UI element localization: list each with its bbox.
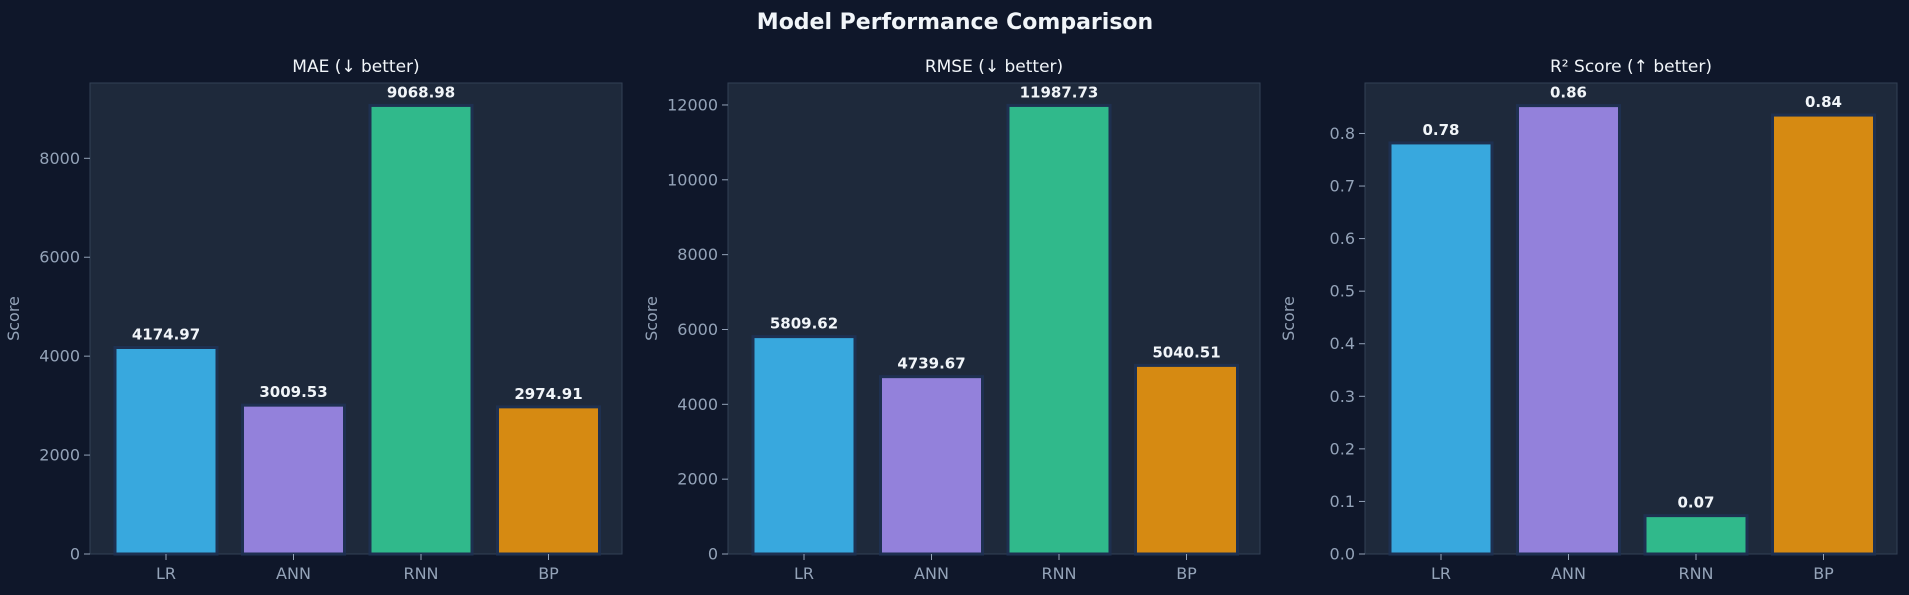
bar-ann	[241, 403, 346, 556]
bar-bp	[1771, 113, 1876, 556]
y-tick-label: 6000	[39, 248, 80, 267]
y-tick-label: 0.7	[1330, 177, 1355, 196]
x-tick-label-bp: BP	[1813, 564, 1834, 583]
chart-panel-2: RMSE (↓ better) Score 0 2000 4000 6000 8000 100…	[642, 57, 1261, 583]
value-label-ann: 3009.53	[259, 383, 327, 401]
bar-lr	[751, 335, 857, 556]
y-tick-label: 0.1	[1330, 492, 1355, 511]
x-tick-label-rnn: RNN	[1678, 564, 1713, 583]
bar-rnn	[1006, 103, 1112, 556]
y-tick-label: 0	[70, 545, 80, 564]
y-tick-label: 2000	[39, 446, 80, 465]
bar-rnn	[368, 103, 474, 556]
value-label-lr: 4174.97	[132, 325, 200, 343]
y-axis-label: Score	[1279, 296, 1298, 341]
y-tick-label: 0.5	[1330, 282, 1355, 301]
y-tick-label: 0.2	[1330, 439, 1355, 458]
bar-bp	[1134, 363, 1239, 556]
x-tick-label-ann: ANN	[914, 564, 949, 583]
bar-lr	[1388, 141, 1494, 556]
x-tick-label-bp: BP	[1176, 564, 1197, 583]
chart-panel-3: R² Score (↑ better) Score 0.0 0.1 0.2 0.3 0.4 0…	[1279, 57, 1898, 583]
value-label-rnn: 0.07	[1677, 494, 1714, 512]
y-tick-label: 0.8	[1330, 124, 1355, 143]
y-tick-label: 8000	[39, 149, 80, 168]
x-tick-label-rnn: RNN	[403, 564, 438, 583]
y-tick-label: 0	[708, 545, 718, 564]
panel-title: MAE (↓ better)	[292, 57, 419, 77]
y-tick-label: 6000	[677, 320, 718, 339]
value-label-bp: 0.84	[1805, 93, 1842, 111]
x-tick-label-lr: LR	[156, 564, 176, 583]
value-label-lr: 5809.62	[770, 315, 838, 333]
panel-title: RMSE (↓ better)	[925, 57, 1063, 77]
x-tick-label-ann: ANN	[1551, 564, 1586, 583]
bar-bp	[496, 405, 601, 556]
y-tick-label: 2000	[677, 470, 718, 489]
x-tick-label-lr: LR	[794, 564, 814, 583]
bar-ann	[1516, 104, 1621, 556]
x-tick-label-ann: ANN	[276, 564, 311, 583]
panel-title: R² Score (↑ better)	[1550, 57, 1712, 77]
y-tick-label: 0.3	[1330, 387, 1355, 406]
y-axis-label: Score	[642, 296, 661, 341]
y-tick-label: 10000	[667, 170, 718, 189]
x-tick-label-lr: LR	[1431, 564, 1451, 583]
y-tick-label: 4000	[39, 347, 80, 366]
x-tick-label-rnn: RNN	[1041, 564, 1076, 583]
figure-title: Model Performance Comparison	[757, 10, 1153, 35]
x-tick-label-bp: BP	[538, 564, 559, 583]
y-axis-label: Score	[4, 296, 23, 341]
y-tick-label: 0.6	[1330, 229, 1355, 248]
bar-lr	[113, 345, 219, 556]
value-label-lr: 0.78	[1422, 121, 1459, 139]
bar-ann	[879, 375, 984, 556]
chart-panels: MAE (↓ better) Score 0 2000 4000 6000 8000 4174…	[4, 57, 1898, 583]
y-tick-label: 0.0	[1330, 545, 1355, 564]
y-tick-label: 12000	[667, 95, 718, 114]
value-label-ann: 0.86	[1550, 84, 1587, 102]
y-tick-label: 0.4	[1330, 334, 1355, 353]
value-label-bp: 5040.51	[1152, 343, 1220, 361]
value-label-rnn: 11987.73	[1020, 83, 1099, 101]
value-label-bp: 2974.91	[514, 385, 582, 403]
y-tick-label: 4000	[677, 395, 718, 414]
chart-panel-1: MAE (↓ better) Score 0 2000 4000 6000 8000 4174…	[4, 57, 623, 583]
value-label-ann: 4739.67	[897, 355, 965, 373]
bar-rnn	[1643, 514, 1749, 556]
value-label-rnn: 9068.98	[387, 83, 455, 101]
y-tick-label: 8000	[677, 245, 718, 264]
